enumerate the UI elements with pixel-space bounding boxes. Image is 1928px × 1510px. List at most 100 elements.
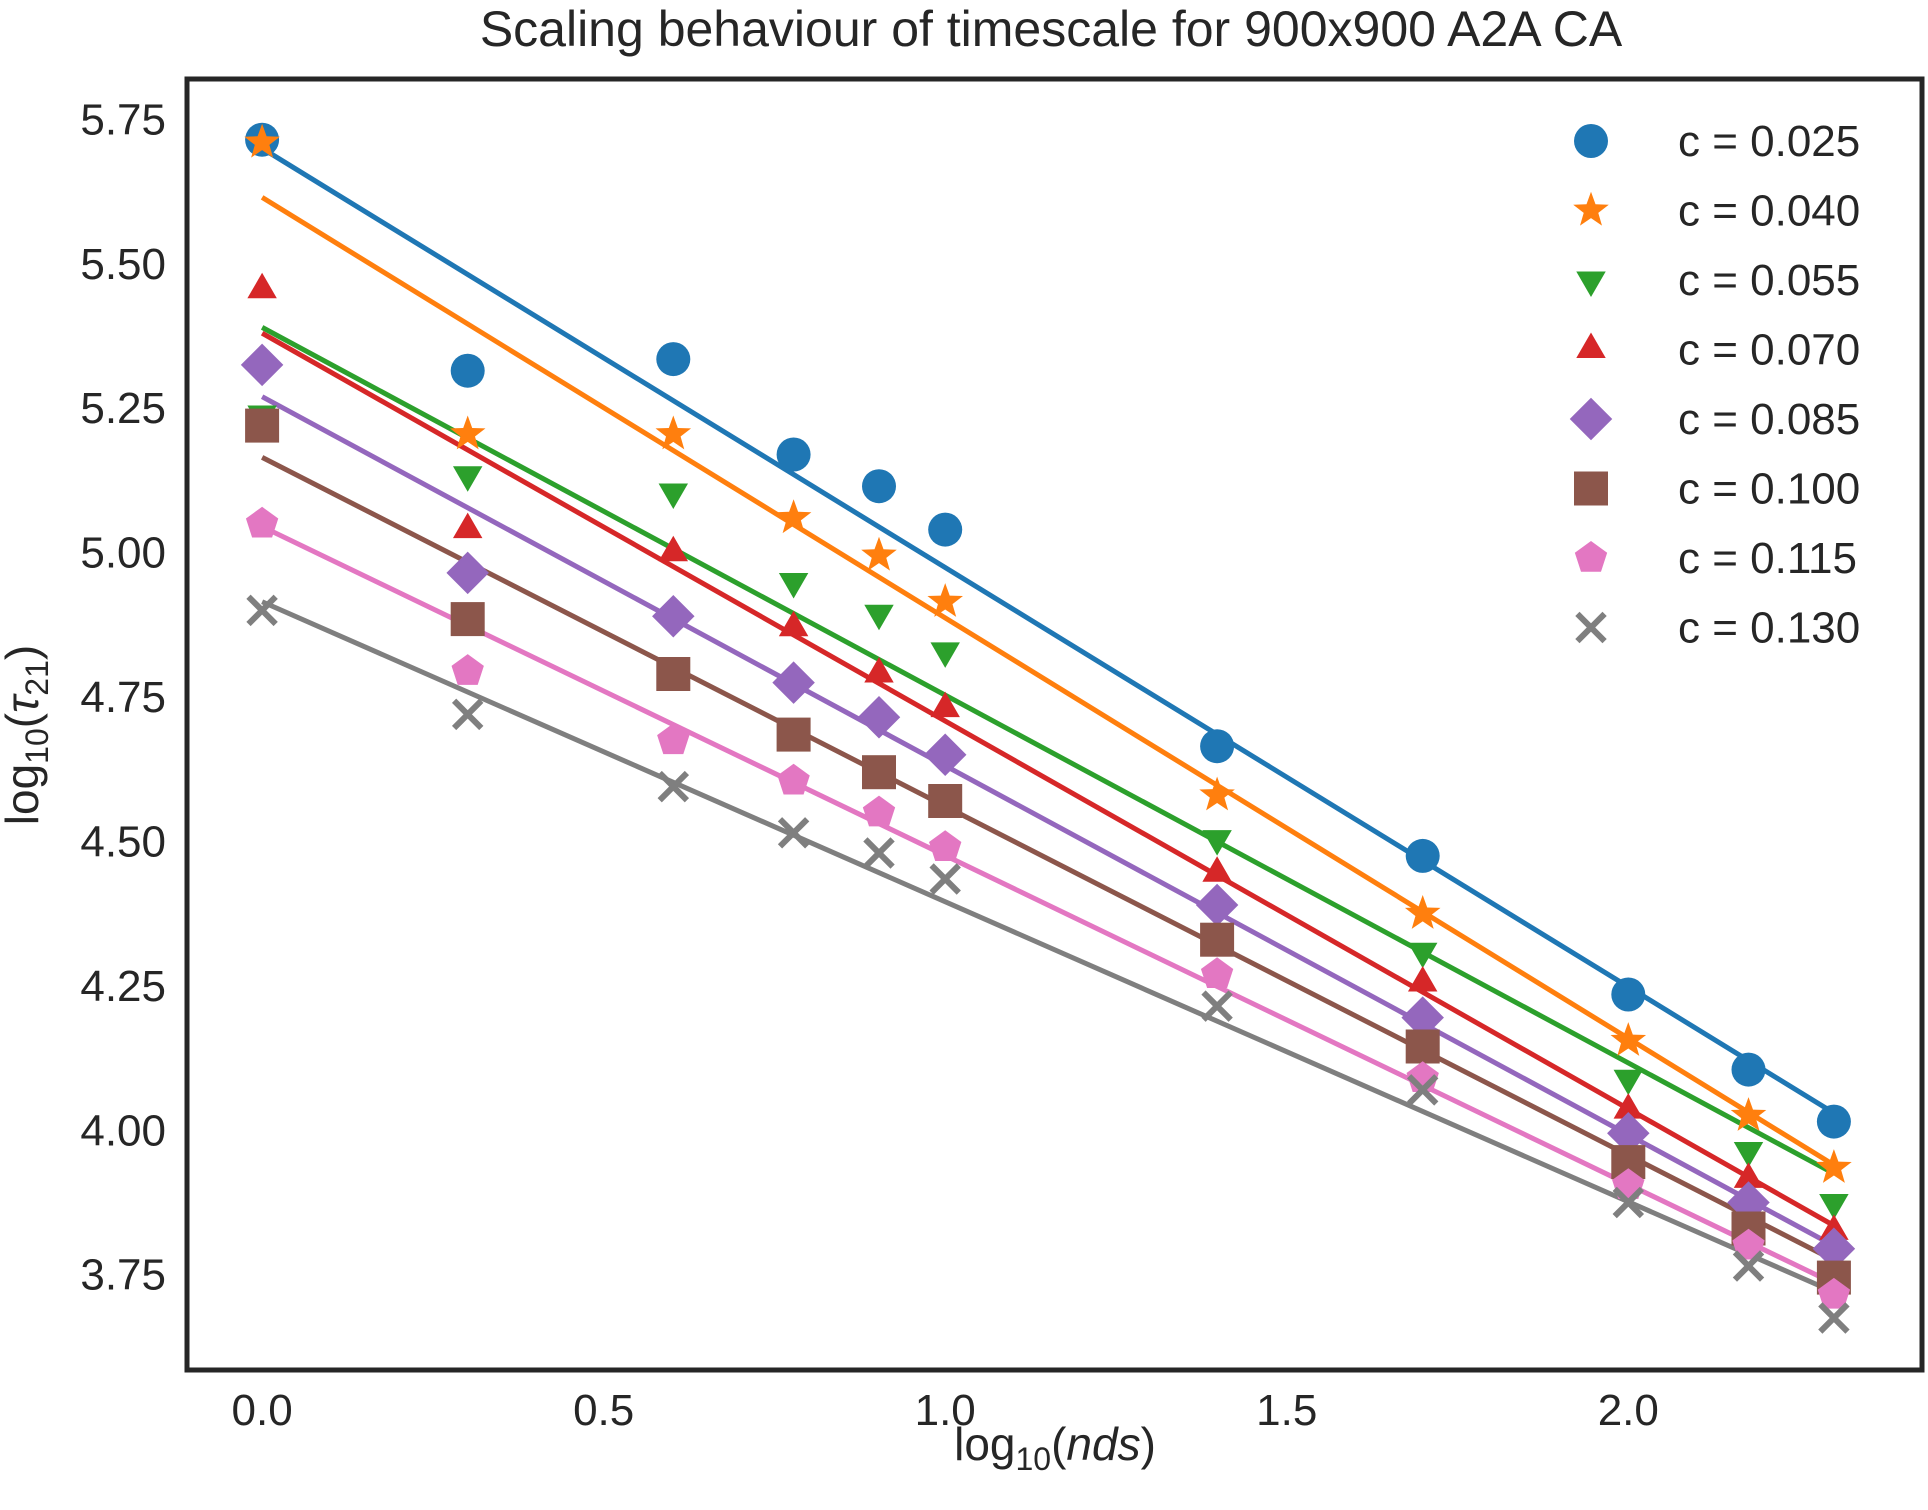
y-tick-label: 5.75	[80, 95, 166, 144]
legend-marker-5	[1574, 471, 1608, 506]
data-point-4-4	[857, 696, 901, 739]
data-point-3-9	[1733, 1162, 1764, 1188]
y-axis-label-variable: τ	[0, 693, 48, 713]
legend-label: c = 0.130	[1678, 604, 1860, 653]
data-point-5-4	[862, 755, 896, 790]
data-point-5-6	[1200, 922, 1235, 957]
plot-frame	[184, 76, 1925, 1373]
legend-item: c = 0.040	[1573, 187, 1860, 236]
legend-marker-7	[1575, 611, 1607, 644]
data-point-2-5	[930, 642, 960, 668]
legend-label: c = 0.070	[1678, 326, 1860, 375]
data-point-7-3	[777, 817, 810, 849]
data-point-0-10	[1816, 1104, 1851, 1139]
data-point-6-9	[1732, 1228, 1765, 1260]
legend-label: c = 0.025	[1678, 117, 1860, 166]
x-axis-label: log10(nds)	[954, 1418, 1156, 1477]
legend-label: c = 0.100	[1678, 465, 1860, 514]
data-point-5-2	[656, 657, 691, 691]
data-point-6-10	[1817, 1277, 1851, 1309]
data-point-5-3	[776, 717, 811, 752]
data-point-5-1	[450, 602, 485, 637]
fit-line-7	[261, 599, 1835, 1295]
x-tick-labels: 0.0 0.5 1.0 1.5 2.0	[232, 1386, 1659, 1435]
fit-line-1	[260, 195, 1836, 1168]
data-point-3-4	[864, 657, 894, 683]
data-point-7-7	[1406, 1074, 1439, 1106]
data-point-1-6	[1199, 776, 1235, 811]
data-point-6-2	[657, 723, 690, 755]
fit-line-0	[260, 146, 1836, 1116]
data-point-4-5	[923, 733, 967, 777]
y-tick-label: 4.50	[80, 817, 166, 866]
legend-item: c = 0.025	[1574, 117, 1860, 166]
fit-lines	[260, 146, 1836, 1295]
data-point-2-3	[778, 573, 809, 599]
legend-marker-4	[1569, 397, 1613, 441]
y-axis-label-prefix: log	[0, 764, 48, 825]
data-point-1-4	[861, 536, 897, 571]
data-point-4-1	[446, 551, 489, 595]
data-point-6-5	[929, 830, 962, 861]
x-axis-label-variable: nds	[1066, 1418, 1140, 1470]
y-axis-label: log10(τ21)	[0, 645, 55, 825]
legend-item: c = 0.055	[1576, 256, 1860, 305]
data-point-7-2	[657, 770, 690, 803]
fit-line-2	[260, 325, 1836, 1176]
data-point-1-5	[927, 583, 963, 617]
data-point-5-7	[1405, 1029, 1440, 1064]
legend-item: c = 0.130	[1575, 604, 1860, 653]
legend-label: c = 0.115	[1678, 534, 1857, 583]
legend-marker-0	[1574, 124, 1608, 158]
data-point-3-8	[1613, 1093, 1644, 1119]
data-point-0-1	[450, 353, 485, 388]
legend-marker-2	[1576, 271, 1606, 297]
data-point-2-8	[1613, 1069, 1644, 1096]
y-tick-label: 4.25	[80, 962, 166, 1011]
data-point-2-10	[1819, 1194, 1849, 1220]
data-point-6-1	[451, 654, 484, 685]
legend-item: c = 0.070	[1576, 326, 1860, 375]
y-tick-label: 3.75	[80, 1251, 166, 1300]
data-point-2-1	[452, 466, 483, 492]
data-point-7-6	[1201, 990, 1233, 1022]
data-point-0-6	[1200, 729, 1235, 764]
data-point-6-3	[777, 763, 810, 795]
y-tick-labels: 3.75 4.00 4.25 4.50 4.75 5.00 5.25 5.50 5.75	[80, 95, 166, 1299]
data-point-3-2	[658, 535, 689, 562]
legend-label: c = 0.055	[1678, 256, 1860, 305]
data-point-0-7	[1405, 838, 1440, 873]
fit-line-4	[260, 394, 1836, 1249]
data-point-4-6	[1195, 883, 1239, 927]
y-axis-label-subscript: 10	[19, 728, 55, 764]
data-point-7-5	[929, 863, 961, 895]
data-point-0-9	[1731, 1052, 1766, 1087]
data-point-7-1	[451, 698, 484, 731]
legend-item: c = 0.115	[1574, 534, 1857, 583]
data-point-2-6	[1202, 830, 1232, 856]
data-point-4-10	[1812, 1227, 1856, 1270]
legend-item: c = 0.085	[1569, 395, 1860, 444]
data-point-4-8	[1607, 1111, 1650, 1155]
fit-line-3	[260, 330, 1836, 1228]
y-tick-label: 4.75	[80, 673, 166, 722]
data-point-4-3	[772, 661, 815, 704]
data-point-1-9	[1730, 1097, 1767, 1131]
data-point-6-6	[1200, 957, 1234, 989]
y-tick-label: 5.50	[80, 240, 166, 289]
data-point-2-7	[1407, 942, 1438, 969]
legend-item: c = 0.100	[1574, 465, 1860, 514]
x-axis-label-prefix: log	[954, 1418, 1015, 1470]
data-point-7-8	[1612, 1186, 1645, 1219]
data-point-0-2	[656, 342, 691, 377]
legend-marker-1	[1573, 191, 1609, 226]
data-point-5-5	[928, 784, 963, 818]
data-point-3-3	[778, 610, 809, 637]
data-markers	[240, 122, 1856, 1334]
data-point-1-2	[655, 415, 692, 450]
data-point-1-10	[1816, 1149, 1852, 1183]
data-point-1-7	[1404, 895, 1441, 929]
data-point-1-1	[449, 415, 486, 450]
data-point-0-3	[776, 437, 811, 472]
